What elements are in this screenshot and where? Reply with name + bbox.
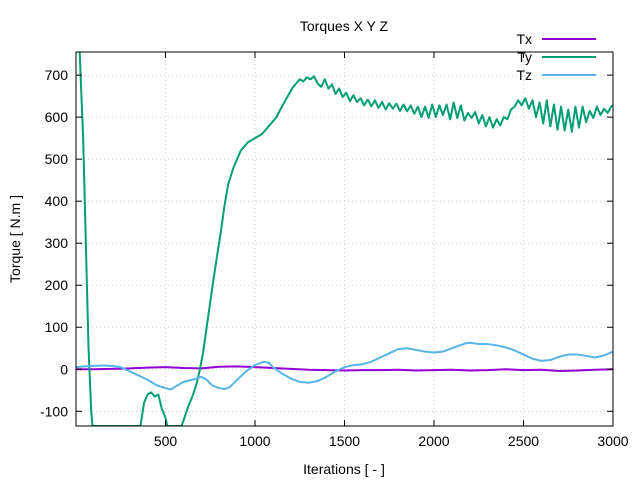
chart-title: Torques X Y Z xyxy=(300,18,389,34)
x-tick-label-1500: 1500 xyxy=(329,433,360,449)
y-tick-label-300: 300 xyxy=(45,235,69,251)
y-tick-label-600: 600 xyxy=(45,109,69,125)
y-tick-label--100: -100 xyxy=(40,403,68,419)
series-line-tx xyxy=(76,365,613,372)
series-layer xyxy=(76,52,613,426)
y-tick-label-700: 700 xyxy=(45,67,69,83)
x-tick-label-500: 500 xyxy=(154,433,178,449)
x-tick-label-2000: 2000 xyxy=(418,433,449,449)
x-tick-label-1000: 1000 xyxy=(239,433,270,449)
series-line-ty xyxy=(78,52,613,426)
y-axis-label: Torque [ N.m ] xyxy=(7,195,23,283)
legend: Tx Ty Tz xyxy=(516,31,596,83)
grid-layer xyxy=(76,52,613,426)
y-tick-label-500: 500 xyxy=(45,151,69,167)
x-tick-label-2500: 2500 xyxy=(508,433,539,449)
y-tick-label-400: 400 xyxy=(45,193,69,209)
x-tick-label-3000: 3000 xyxy=(597,433,628,449)
series-line-tz xyxy=(76,341,613,391)
x-axis-label: Iterations [ - ] xyxy=(303,461,385,477)
legend-label-tx: Tx xyxy=(516,31,532,47)
tick-layer: 500 1000 1500 2000 2500 3000 -100 0 100 200 300 400… xyxy=(40,52,629,449)
legend-label-ty: Ty xyxy=(517,49,532,65)
legend-label-tz: Tz xyxy=(516,67,532,83)
y-tick-label-100: 100 xyxy=(45,319,69,335)
y-tick-label-200: 200 xyxy=(45,277,69,293)
y-tick-label-0: 0 xyxy=(60,361,68,377)
